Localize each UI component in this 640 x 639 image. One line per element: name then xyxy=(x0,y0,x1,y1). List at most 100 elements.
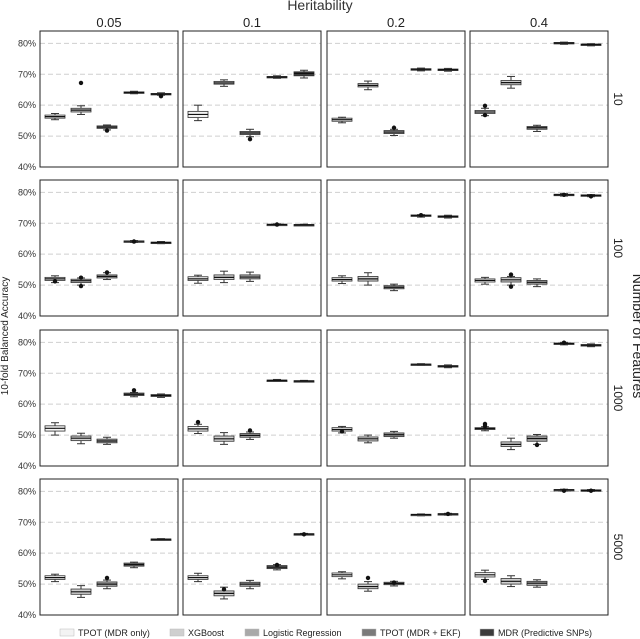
box-2 xyxy=(239,428,261,440)
box-3 xyxy=(410,513,432,517)
box-4 xyxy=(293,379,315,383)
panel xyxy=(39,30,179,168)
outlier-point xyxy=(78,275,84,280)
box-4 xyxy=(580,488,602,493)
box-2 xyxy=(239,271,261,282)
outlier-point xyxy=(158,94,164,99)
legend-swatch xyxy=(59,628,75,637)
box-4 xyxy=(437,511,459,517)
outlier-point xyxy=(365,575,371,581)
outlier-point xyxy=(534,442,540,448)
outlier-point xyxy=(561,488,567,493)
box-2 xyxy=(383,283,405,292)
box-1 xyxy=(500,75,522,89)
box-4 xyxy=(150,92,172,99)
column-label: 0.4 xyxy=(530,15,548,30)
box-0 xyxy=(331,425,353,434)
y-tick-label: 50% xyxy=(18,280,36,290)
box-4 xyxy=(150,393,172,398)
outlier-point xyxy=(52,279,58,284)
box-4 xyxy=(293,223,315,227)
outlier-point xyxy=(588,194,594,199)
outlier-point xyxy=(391,125,397,130)
box-0 xyxy=(474,103,496,118)
box-4 xyxy=(293,532,315,537)
y-tick-label: 50% xyxy=(18,430,36,440)
panel xyxy=(39,329,179,467)
y-tick-label: 60% xyxy=(18,100,36,110)
y-tick-label: 70% xyxy=(18,517,36,527)
box-2 xyxy=(96,124,118,133)
box-4 xyxy=(580,194,602,199)
y-tick-label: 70% xyxy=(18,218,36,228)
y-tick-label: 80% xyxy=(18,337,36,347)
panel xyxy=(39,478,179,616)
y-tick-label: 60% xyxy=(18,249,36,259)
box-0 xyxy=(187,274,209,284)
box-0 xyxy=(187,104,209,122)
outlier-point xyxy=(131,388,137,393)
box-4 xyxy=(580,43,602,47)
column-label: 0.1 xyxy=(243,15,261,30)
box-3 xyxy=(266,378,288,382)
box-0 xyxy=(474,276,496,285)
box-3 xyxy=(553,340,575,346)
y-tick-label: 60% xyxy=(18,399,36,409)
box-3 xyxy=(266,562,288,571)
box-1 xyxy=(357,80,379,91)
box-1 xyxy=(70,80,92,115)
box-1 xyxy=(357,575,379,592)
panel-frame xyxy=(182,478,322,616)
outlier-point xyxy=(482,103,488,109)
box-4 xyxy=(437,364,459,369)
row-label: 5000 xyxy=(611,534,625,561)
box-1 xyxy=(500,575,522,588)
outlier-point xyxy=(274,222,280,227)
y-tick-label: 40% xyxy=(18,610,36,620)
panel xyxy=(469,30,609,168)
panel-frame xyxy=(469,30,609,168)
box-4 xyxy=(150,241,172,245)
box-0 xyxy=(331,116,353,124)
y-tick-label: 80% xyxy=(18,187,36,197)
box-2 xyxy=(526,433,548,448)
box-1 xyxy=(213,270,235,284)
y-tick-label: 50% xyxy=(18,131,36,141)
legend-label: XGBoost xyxy=(188,628,225,638)
box-2 xyxy=(383,580,405,587)
legend-item: TPOT (MDR only) xyxy=(59,628,150,638)
panels: 0.05 0.1 0.2 0.4 10 100 1000 5000 40% 50% 60% 70% 80… xyxy=(18,15,625,620)
box-0 xyxy=(331,275,353,285)
legend-label: TPOT (MDR only) xyxy=(78,628,150,638)
box-2 xyxy=(96,436,118,445)
box-3 xyxy=(553,488,575,493)
panel xyxy=(469,179,609,317)
y-tick-label: 80% xyxy=(18,38,36,48)
legend-item: Logistic Regression xyxy=(244,628,342,638)
panel-frame xyxy=(39,179,179,317)
panel xyxy=(326,30,466,168)
panel-frame xyxy=(469,478,609,616)
box-1 xyxy=(70,585,92,598)
box-4 xyxy=(437,67,459,72)
panel xyxy=(39,179,179,317)
outlier-point xyxy=(482,423,488,429)
box-2 xyxy=(526,579,548,588)
legend-label: TPOT (MDR + EKF) xyxy=(380,628,461,638)
box-2 xyxy=(96,575,118,590)
box-0 xyxy=(187,572,209,583)
outlier-point xyxy=(588,488,594,493)
box-2 xyxy=(383,125,405,136)
outlier-point xyxy=(445,511,451,517)
box-0 xyxy=(187,419,209,435)
box-1 xyxy=(500,437,522,451)
box-2 xyxy=(239,579,261,590)
legend-item: XGBoost xyxy=(169,628,225,638)
box-2 xyxy=(526,278,548,288)
box-0 xyxy=(474,421,496,432)
legend-swatch xyxy=(244,628,260,637)
box-3 xyxy=(266,222,288,227)
box-4 xyxy=(150,538,172,541)
box-0 xyxy=(44,275,66,284)
